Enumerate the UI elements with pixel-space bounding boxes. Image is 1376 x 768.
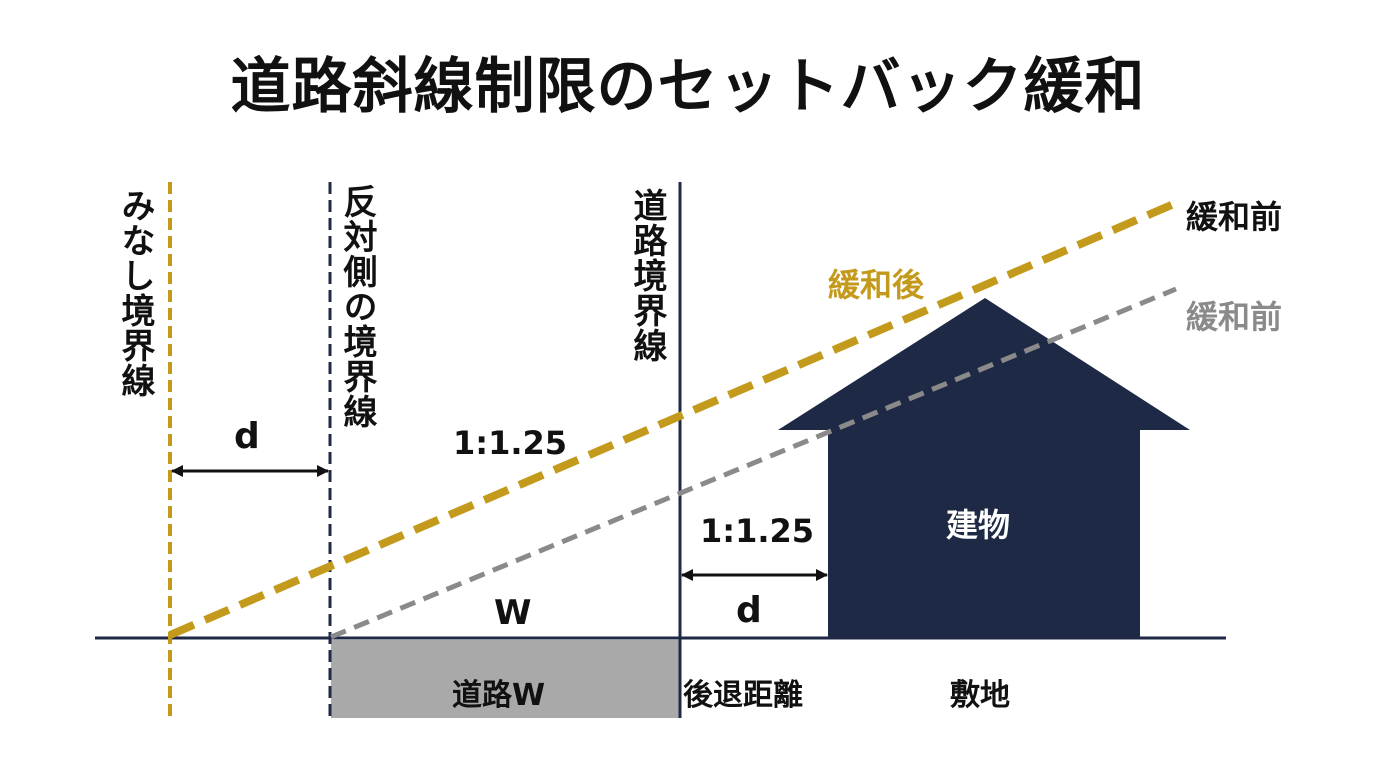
d-label-bottom: d (736, 590, 762, 631)
building-shape (778, 298, 1190, 638)
road-area (331, 640, 680, 718)
building-label: 建物 (946, 506, 1011, 544)
slope-line-after (168, 199, 1178, 639)
road-label: 道路W (452, 678, 546, 713)
slope-label-right: 1:1.25 (700, 512, 815, 550)
diagram-title: 道路斜線制限のセットバック緩和 (230, 52, 1146, 122)
before-relaxation-label-gray: 緩和前 (1186, 298, 1283, 336)
site-label: 敷地 (950, 678, 1010, 713)
after-relaxation-label: 緩和後 (828, 266, 925, 304)
opposite-boundary-label: 反対側の境界線 (337, 184, 377, 429)
slope-label-left: 1:1.25 (453, 424, 568, 462)
before-relaxation-label-top: 緩和前 (1186, 198, 1283, 236)
deemed-boundary-label: みなし境界線 (115, 188, 155, 398)
d-label-top: d (234, 416, 260, 457)
slope-line-before (330, 286, 1177, 640)
w-label: W (494, 593, 532, 633)
road-boundary-label: 道路境界線 (627, 188, 667, 363)
setback-distance-label: 後退距離 (683, 678, 803, 713)
